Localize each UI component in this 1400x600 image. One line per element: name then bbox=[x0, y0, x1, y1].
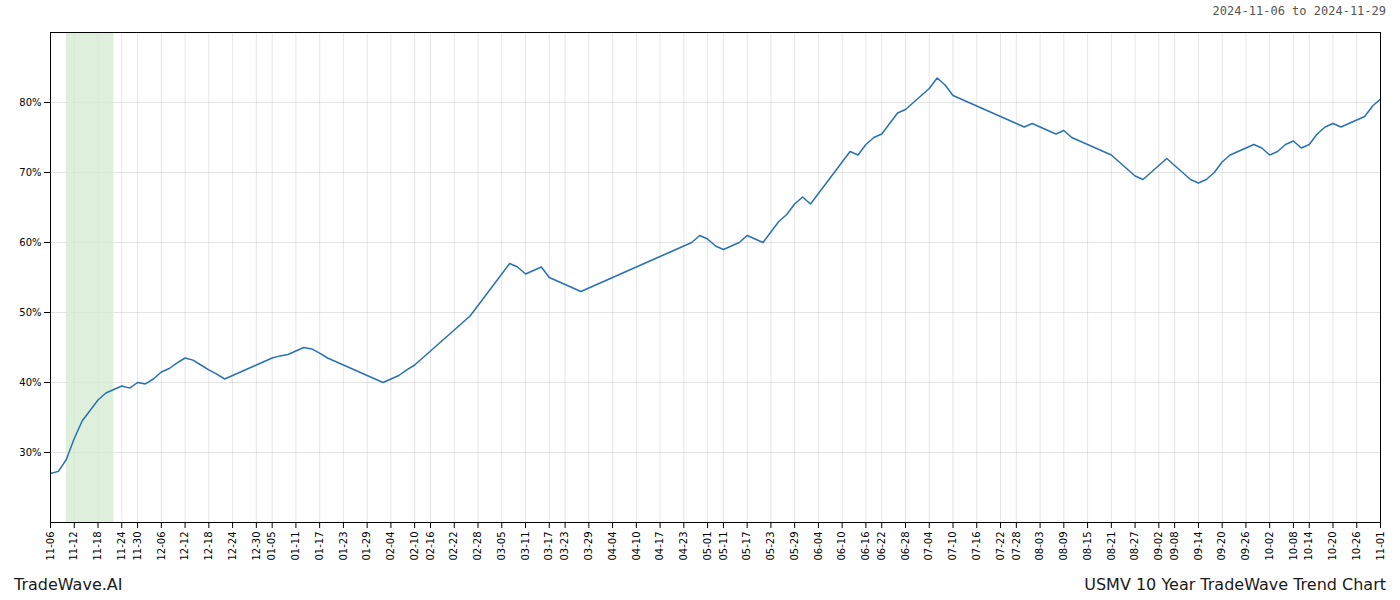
svg-text:07-10: 07-10 bbox=[947, 532, 958, 561]
svg-text:03-11: 03-11 bbox=[520, 532, 531, 561]
svg-text:02-22: 02-22 bbox=[448, 532, 459, 561]
svg-text:06-10: 06-10 bbox=[836, 532, 847, 561]
svg-text:70%: 70% bbox=[19, 167, 41, 178]
svg-text:08-15: 08-15 bbox=[1082, 532, 1093, 561]
svg-text:09-02: 09-02 bbox=[1153, 532, 1164, 561]
svg-text:11-06: 11-06 bbox=[45, 532, 56, 561]
svg-text:10-26: 10-26 bbox=[1351, 532, 1362, 561]
svg-text:60%: 60% bbox=[19, 237, 41, 248]
svg-text:08-27: 08-27 bbox=[1129, 532, 1140, 561]
svg-text:03-05: 03-05 bbox=[496, 532, 507, 561]
svg-text:07-04: 07-04 bbox=[923, 532, 934, 561]
svg-text:08-09: 08-09 bbox=[1058, 532, 1069, 561]
svg-text:10-20: 10-20 bbox=[1327, 532, 1338, 561]
html-text:USMV 10 Year TradeWave Trend C: USMV 10 Year TradeWave Trend Chart bbox=[1084, 575, 1386, 594]
svg-text:04-23: 04-23 bbox=[678, 532, 689, 561]
svg-text:12-18: 12-18 bbox=[203, 532, 214, 561]
svg-text:07-28: 07-28 bbox=[1011, 532, 1022, 561]
svg-text:06-04: 06-04 bbox=[813, 532, 824, 561]
svg-text:08-21: 08-21 bbox=[1106, 532, 1117, 561]
svg-text:80%: 80% bbox=[19, 97, 41, 108]
svg-text:01-23: 01-23 bbox=[338, 532, 349, 561]
svg-text:02-28: 02-28 bbox=[472, 532, 483, 561]
svg-text:10-02: 10-02 bbox=[1264, 532, 1275, 561]
svg-text:01-17: 01-17 bbox=[314, 532, 325, 561]
svg-text:03-17: 03-17 bbox=[543, 532, 554, 561]
svg-text:03-23: 03-23 bbox=[559, 532, 570, 561]
svg-text:08-03: 08-03 bbox=[1034, 532, 1045, 561]
svg-text:04-10: 04-10 bbox=[631, 532, 642, 561]
svg-text:01-11: 01-11 bbox=[290, 532, 301, 561]
svg-text:01-05: 01-05 bbox=[266, 532, 277, 561]
svg-text:06-22: 06-22 bbox=[876, 532, 887, 561]
svg-text:09-14: 09-14 bbox=[1193, 532, 1204, 561]
svg-text:30%: 30% bbox=[19, 447, 41, 458]
html-text:2024-11-06 to 2024-11-29: 2024-11-06 to 2024-11-29 bbox=[1212, 4, 1386, 18]
svg-text:09-08: 09-08 bbox=[1169, 532, 1180, 561]
svg-text:05-11: 05-11 bbox=[718, 532, 729, 561]
svg-text:07-22: 07-22 bbox=[995, 532, 1006, 561]
html-text:TradeWave.AI: TradeWave.AI bbox=[14, 575, 123, 594]
svg-text:12-24: 12-24 bbox=[227, 532, 238, 561]
svg-text:02-10: 02-10 bbox=[409, 532, 420, 561]
svg-text:12-30: 12-30 bbox=[251, 532, 262, 561]
svg-text:06-16: 06-16 bbox=[860, 532, 871, 561]
svg-text:07-16: 07-16 bbox=[971, 532, 982, 561]
svg-text:11-18: 11-18 bbox=[92, 532, 103, 561]
svg-text:04-17: 04-17 bbox=[654, 532, 665, 561]
svg-text:05-17: 05-17 bbox=[741, 532, 752, 561]
svg-text:11-30: 11-30 bbox=[132, 532, 143, 561]
svg-text:11-24: 11-24 bbox=[116, 532, 127, 561]
svg-text:50%: 50% bbox=[19, 307, 41, 318]
svg-text:06-28: 06-28 bbox=[900, 532, 911, 561]
svg-text:02-16: 02-16 bbox=[425, 532, 436, 561]
svg-text:10-14: 10-14 bbox=[1303, 532, 1314, 561]
svg-text:11-01: 11-01 bbox=[1375, 532, 1386, 561]
svg-text:09-26: 09-26 bbox=[1240, 532, 1251, 561]
svg-text:12-06: 12-06 bbox=[156, 532, 167, 561]
svg-text:04-04: 04-04 bbox=[607, 532, 618, 561]
svg-text:02-04: 02-04 bbox=[385, 532, 396, 561]
svg-text:05-01: 05-01 bbox=[702, 532, 713, 561]
svg-text:01-29: 01-29 bbox=[361, 532, 372, 561]
svg-text:09-20: 09-20 bbox=[1216, 532, 1227, 561]
svg-text:10-08: 10-08 bbox=[1288, 532, 1299, 561]
svg-text:05-29: 05-29 bbox=[789, 532, 800, 561]
svg-text:05-23: 05-23 bbox=[765, 532, 776, 561]
svg-text:11-12: 11-12 bbox=[68, 532, 79, 561]
svg-text:40%: 40% bbox=[19, 377, 41, 388]
svg-text:12-12: 12-12 bbox=[179, 532, 190, 561]
svg-text:03-29: 03-29 bbox=[583, 532, 594, 561]
